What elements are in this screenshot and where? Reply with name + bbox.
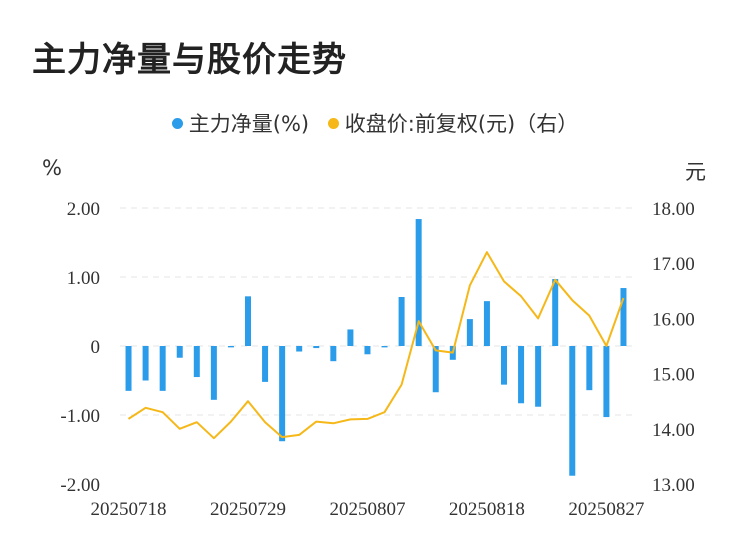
legend-dot-bar-icon [171, 117, 183, 129]
legend-label-close-price: 收盘价:前复权(元)（右） [344, 112, 579, 136]
bar [535, 346, 542, 407]
bar [620, 288, 627, 346]
x-axis-ticks: 20250718 20250729 20250807 20250818 20250827 [91, 499, 645, 520]
legend-label-main-net: 主力净量(%) [188, 112, 310, 136]
left-tick-label: -2.00 [60, 475, 100, 496]
right-tick-label: 15.00 [652, 365, 695, 386]
left-axis-unit: % [42, 156, 62, 180]
x-tick-label: 20250827 [568, 499, 644, 520]
bar [381, 346, 388, 348]
bar [603, 346, 610, 418]
x-tick-label: 20250729 [210, 499, 286, 520]
line-series [127, 251, 625, 440]
bar [245, 296, 251, 346]
x-tick-label: 20250718 [91, 499, 167, 520]
legend-item-close-price[interactable]: 收盘价:前复权(元)（右） [327, 108, 579, 138]
price-line [127, 251, 625, 440]
bar [586, 346, 593, 391]
x-tick-label: 20250807 [329, 499, 405, 520]
legend: 主力净量(%) 收盘价:前复权(元)（右） [0, 108, 750, 138]
right-tick-label: 14.00 [652, 420, 695, 441]
right-tick-label: 13.00 [652, 475, 695, 496]
bar [569, 346, 576, 476]
bar [125, 346, 132, 391]
bar [466, 319, 473, 346]
x-tick-label: 20250818 [449, 499, 525, 520]
bar [296, 346, 303, 352]
right-tick-label: 18.00 [652, 199, 695, 220]
bar [347, 329, 354, 346]
bar [313, 346, 320, 349]
legend-dot-line-icon [327, 117, 339, 129]
right-tick-label: 16.00 [652, 309, 695, 330]
chart-title: 主力净量与股价走势 [32, 40, 347, 80]
left-tick-label: 1.00 [67, 268, 100, 289]
left-axis-ticks: 2.00 1.00 0 -1.00 -2.00 [60, 199, 100, 496]
bar [193, 346, 200, 378]
bar [330, 346, 337, 362]
bar [364, 346, 371, 355]
bar [518, 346, 525, 404]
bar [501, 346, 507, 385]
right-axis-unit: 元 [685, 160, 706, 184]
bar [483, 301, 490, 346]
bar [227, 346, 234, 348]
bar [176, 346, 183, 358]
bar [159, 346, 166, 391]
left-tick-label: -1.00 [60, 406, 100, 427]
bar [210, 346, 217, 400]
bar [279, 346, 286, 442]
left-tick-label: 0 [91, 337, 101, 358]
bar [415, 219, 422, 346]
bar [398, 297, 405, 346]
right-tick-label: 17.00 [652, 254, 695, 275]
legend-item-main-net[interactable]: 主力净量(%) [171, 108, 310, 138]
bar [142, 346, 149, 381]
bar-series [125, 219, 627, 476]
bar [432, 346, 439, 393]
right-axis-ticks: 18.00 17.00 16.00 15.00 14.00 13.00 [652, 199, 695, 496]
left-tick-label: 2.00 [67, 199, 100, 220]
bar [552, 279, 559, 346]
bar [262, 346, 269, 382]
